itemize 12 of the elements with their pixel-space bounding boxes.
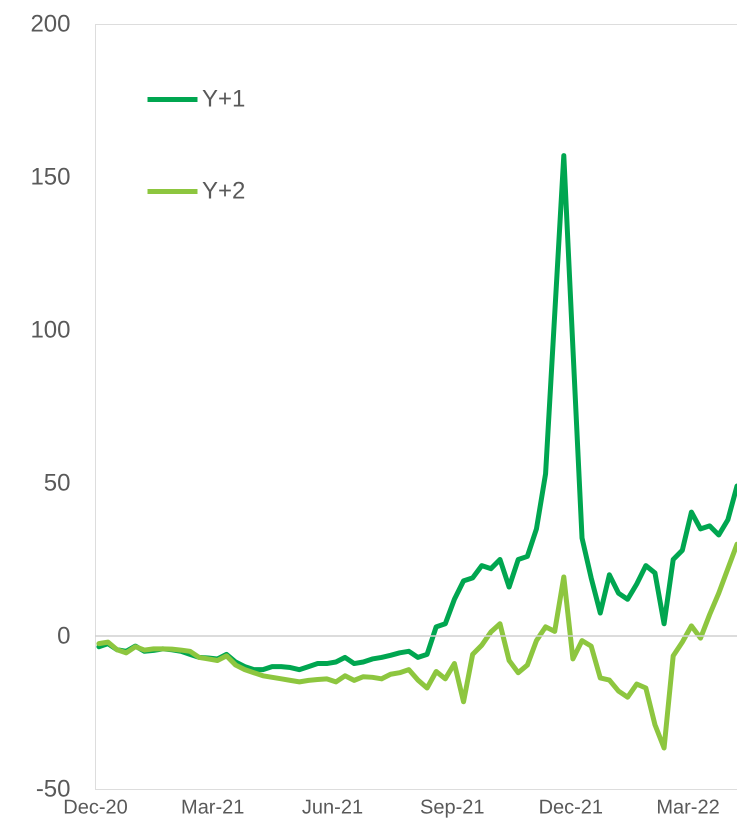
legend-label: Y+1 xyxy=(202,86,246,112)
y-tick-label: 50 xyxy=(44,470,70,496)
x-tick-label: Jun-21 xyxy=(302,796,364,818)
x-tick-label: Mar-22 xyxy=(656,796,720,818)
x-tick-label: Dec-21 xyxy=(538,796,604,818)
x-tick-label: Mar-21 xyxy=(181,796,244,818)
y-tick-label: 150 xyxy=(30,164,70,190)
y-tick-label: 0 xyxy=(57,622,70,650)
y-tick-label: 200 xyxy=(30,10,70,38)
legend-label: Y+2 xyxy=(202,178,246,204)
x-tick-label: Sep-21 xyxy=(420,796,485,818)
y-tick-label: 100 xyxy=(30,316,70,344)
